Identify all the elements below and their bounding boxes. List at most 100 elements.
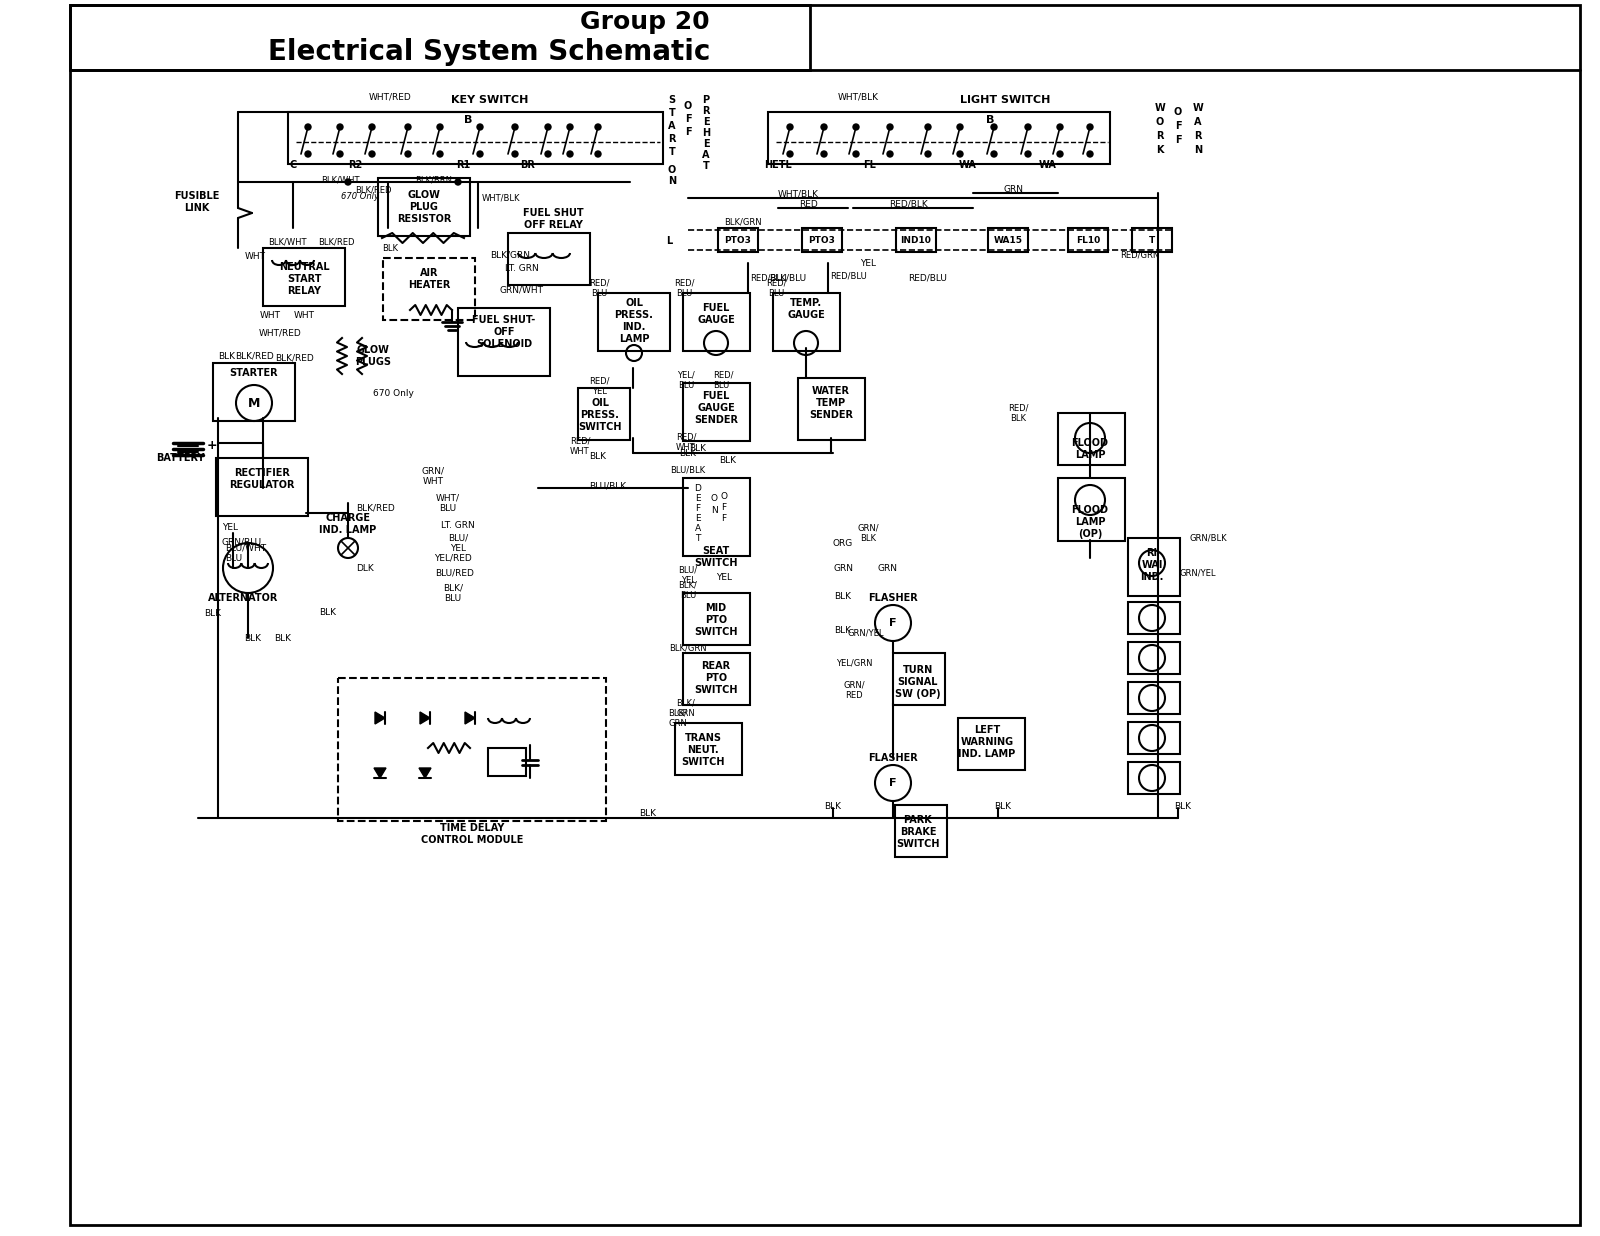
Text: IND. LAMP: IND. LAMP xyxy=(958,749,1016,759)
Text: LAMP: LAMP xyxy=(1075,450,1106,460)
Bar xyxy=(338,679,606,821)
Text: IND.: IND. xyxy=(1141,572,1163,582)
Text: 670 Only: 670 Only xyxy=(341,192,379,200)
Circle shape xyxy=(1058,124,1062,130)
Text: LIGHT SWITCH: LIGHT SWITCH xyxy=(960,95,1050,105)
Text: FUEL: FUEL xyxy=(702,391,730,400)
Text: GLOW: GLOW xyxy=(408,190,440,200)
Text: RED/BLU: RED/BLU xyxy=(750,273,787,283)
Text: AIR: AIR xyxy=(419,268,438,278)
Text: CONTROL MODULE: CONTROL MODULE xyxy=(421,836,523,845)
Text: SW (OP): SW (OP) xyxy=(894,688,941,700)
Text: WHT: WHT xyxy=(245,251,266,261)
Bar xyxy=(894,805,947,857)
Text: R: R xyxy=(702,106,710,116)
Text: GRN: GRN xyxy=(878,564,898,572)
Text: R2: R2 xyxy=(347,159,362,171)
Text: C: C xyxy=(290,159,296,171)
Bar xyxy=(768,112,1110,164)
Text: B: B xyxy=(464,115,472,125)
Bar xyxy=(958,718,1026,770)
Bar xyxy=(773,293,840,351)
Circle shape xyxy=(853,124,859,130)
Text: SIGNAL: SIGNAL xyxy=(898,677,938,687)
Text: F: F xyxy=(685,127,691,137)
Text: GRN/BLK: GRN/BLK xyxy=(1189,534,1227,543)
Text: RED: RED xyxy=(798,199,818,209)
Circle shape xyxy=(346,179,350,185)
Text: MID: MID xyxy=(706,603,726,613)
Text: OIL: OIL xyxy=(590,398,610,408)
Text: WARNING: WARNING xyxy=(960,737,1013,747)
Bar xyxy=(488,748,526,776)
Text: SEAT: SEAT xyxy=(702,546,730,556)
Text: A: A xyxy=(669,121,675,131)
Text: GAUGE: GAUGE xyxy=(698,315,734,325)
Text: RED/
BLU: RED/ BLU xyxy=(766,278,786,298)
Bar xyxy=(683,478,750,556)
Text: LAMP: LAMP xyxy=(1075,517,1106,527)
Circle shape xyxy=(595,124,602,130)
Text: FLASHER: FLASHER xyxy=(869,753,918,763)
Bar xyxy=(798,378,866,440)
Text: BR: BR xyxy=(520,159,536,171)
Text: FUEL SHUT-: FUEL SHUT- xyxy=(472,315,536,325)
Text: O: O xyxy=(1155,117,1165,127)
Text: BLK: BLK xyxy=(382,243,398,252)
Circle shape xyxy=(1086,124,1093,130)
Text: BLK: BLK xyxy=(824,801,842,811)
Text: GRN/
BLK: GRN/ BLK xyxy=(858,523,878,543)
Circle shape xyxy=(546,124,550,130)
Text: T: T xyxy=(702,161,709,171)
Circle shape xyxy=(957,124,963,130)
Text: SENDER: SENDER xyxy=(694,415,738,425)
Polygon shape xyxy=(374,712,386,724)
Text: T: T xyxy=(669,147,675,157)
Text: RED/BLU: RED/BLU xyxy=(909,273,947,283)
Text: PLUGS: PLUGS xyxy=(355,357,390,367)
Circle shape xyxy=(886,151,893,157)
Text: PTO3: PTO3 xyxy=(725,236,752,245)
Text: WATER: WATER xyxy=(813,386,850,396)
Bar xyxy=(896,227,936,252)
Text: BLK: BLK xyxy=(589,451,606,461)
Text: W: W xyxy=(1155,103,1165,112)
Polygon shape xyxy=(374,768,386,777)
Circle shape xyxy=(821,151,827,157)
Text: GAUGE: GAUGE xyxy=(698,403,734,413)
Text: DLK: DLK xyxy=(357,564,374,572)
Text: BLK: BLK xyxy=(680,449,696,457)
Bar xyxy=(1128,682,1181,714)
Text: BLU/BLK: BLU/BLK xyxy=(589,482,627,491)
Polygon shape xyxy=(466,712,475,724)
Text: TEMP.: TEMP. xyxy=(790,298,822,308)
Text: GLOW: GLOW xyxy=(357,345,389,355)
Text: GRN: GRN xyxy=(1003,184,1022,194)
Text: RECTIFIER: RECTIFIER xyxy=(234,468,290,478)
Circle shape xyxy=(370,124,374,130)
Bar xyxy=(378,178,470,236)
Text: BLK: BLK xyxy=(995,801,1011,811)
Bar xyxy=(683,653,750,705)
Text: +: + xyxy=(206,439,218,451)
Bar xyxy=(213,363,294,421)
Text: GRN: GRN xyxy=(834,564,853,572)
Text: RELAY: RELAY xyxy=(286,286,322,295)
Text: F: F xyxy=(1174,135,1181,145)
Text: RED/
BLU: RED/ BLU xyxy=(714,371,733,389)
Bar xyxy=(893,653,946,705)
Text: BLU/WHT: BLU/WHT xyxy=(226,544,266,552)
Text: BLK: BLK xyxy=(320,608,336,617)
Text: GRN/WHT: GRN/WHT xyxy=(499,286,542,294)
Text: YEL: YEL xyxy=(222,523,238,531)
Text: BLK/RED: BLK/RED xyxy=(275,353,314,362)
Text: SWITCH: SWITCH xyxy=(682,756,725,768)
Text: T: T xyxy=(669,108,675,117)
Text: BLU/
YEL: BLU/ YEL xyxy=(678,565,698,585)
Text: FUEL SHUT: FUEL SHUT xyxy=(523,208,584,218)
Text: BLK/RED: BLK/RED xyxy=(318,237,355,246)
Text: F: F xyxy=(722,503,726,512)
Text: LT. GRN: LT. GRN xyxy=(442,520,475,529)
Bar xyxy=(1058,478,1125,541)
Text: FL10: FL10 xyxy=(1075,236,1101,245)
